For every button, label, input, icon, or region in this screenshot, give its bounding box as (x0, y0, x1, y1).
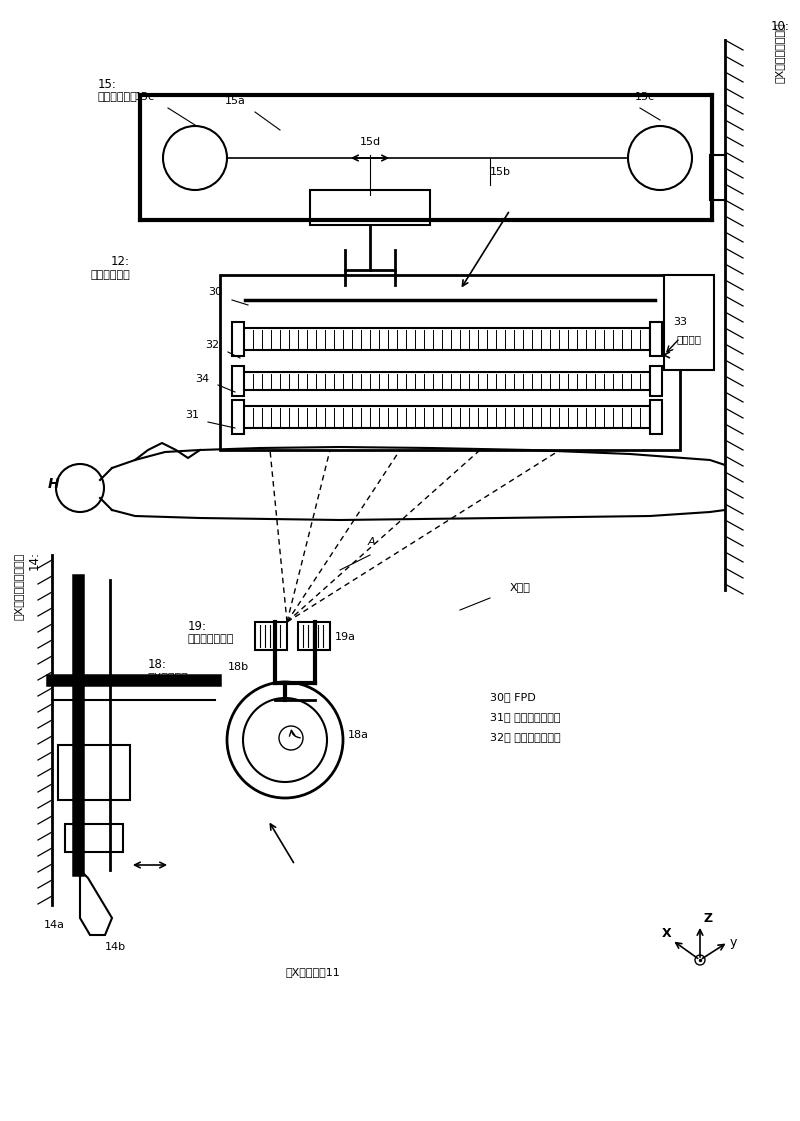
Circle shape (56, 464, 104, 512)
Circle shape (227, 682, 343, 798)
Text: 30: 30 (208, 287, 222, 297)
Text: 打描机构: 打描机构 (677, 334, 702, 344)
Bar (650, 365, 662, 396)
Bar (240, 372, 650, 390)
Bar (220, 275, 680, 450)
Bar (650, 400, 662, 434)
Bar (232, 322, 244, 356)
Text: 19:: 19: (188, 620, 207, 633)
Text: 18:: 18: (148, 658, 167, 671)
Circle shape (279, 726, 303, 750)
Bar (710, 155, 726, 200)
Text: （准直仪单元）: （准直仪单元） (188, 634, 234, 643)
Text: 15c: 15c (635, 92, 655, 102)
Text: 31: 31 (185, 410, 199, 420)
Text: 15c: 15c (135, 92, 155, 102)
Text: 15b: 15b (490, 167, 511, 177)
Bar (664, 275, 714, 370)
Text: y: y (730, 936, 738, 949)
Bar (255, 622, 287, 650)
Text: Z: Z (703, 912, 712, 925)
Bar (240, 328, 650, 350)
Polygon shape (80, 870, 112, 935)
Text: X射线: X射线 (510, 582, 531, 592)
Text: 14b: 14b (105, 942, 126, 952)
Text: X: X (662, 927, 672, 941)
Text: 34: 34 (195, 374, 209, 385)
Text: 12:: 12: (111, 254, 130, 268)
Text: A: A (368, 537, 376, 547)
Bar (240, 406, 650, 428)
Text: （X射线源保持设备）: （X射线源保持设备） (14, 553, 24, 620)
Circle shape (695, 955, 705, 965)
Bar (310, 189, 430, 225)
Text: 15:: 15: (98, 78, 117, 91)
Bar (232, 400, 244, 434)
Text: （X射线成像系统）: （X射线成像系统） (775, 22, 785, 83)
Circle shape (163, 126, 227, 189)
Text: （X射线源）11: （X射线源）11 (285, 967, 340, 978)
Bar (650, 322, 662, 356)
Bar (298, 622, 330, 650)
Text: （立位装置）: （立位装置） (98, 92, 138, 102)
Text: 14:: 14: (28, 552, 41, 569)
Circle shape (628, 126, 692, 189)
Text: 18b: 18b (228, 663, 249, 671)
Circle shape (243, 698, 327, 782)
Text: （X射线管）: （X射线管） (148, 671, 189, 682)
Text: 30： FPD: 30： FPD (490, 692, 536, 702)
Text: 15a: 15a (225, 96, 246, 106)
Bar (58, 745, 130, 800)
Text: 18a: 18a (348, 730, 369, 740)
Text: （成像单元）: （成像单元） (90, 270, 130, 280)
Text: 10:: 10: (771, 20, 790, 33)
Text: 14a: 14a (44, 920, 65, 930)
Text: 33: 33 (673, 317, 687, 327)
Text: 19a: 19a (335, 632, 356, 642)
Text: 15d: 15d (359, 137, 381, 147)
Text: 31： 第一吸收型梄格: 31： 第一吸收型梄格 (490, 712, 561, 722)
Text: 32： 第二吸收型梄格: 32： 第二吸收型梄格 (490, 732, 561, 742)
Text: H: H (48, 478, 60, 491)
Bar (232, 365, 244, 396)
Text: 32: 32 (205, 340, 219, 350)
Bar (65, 824, 123, 852)
